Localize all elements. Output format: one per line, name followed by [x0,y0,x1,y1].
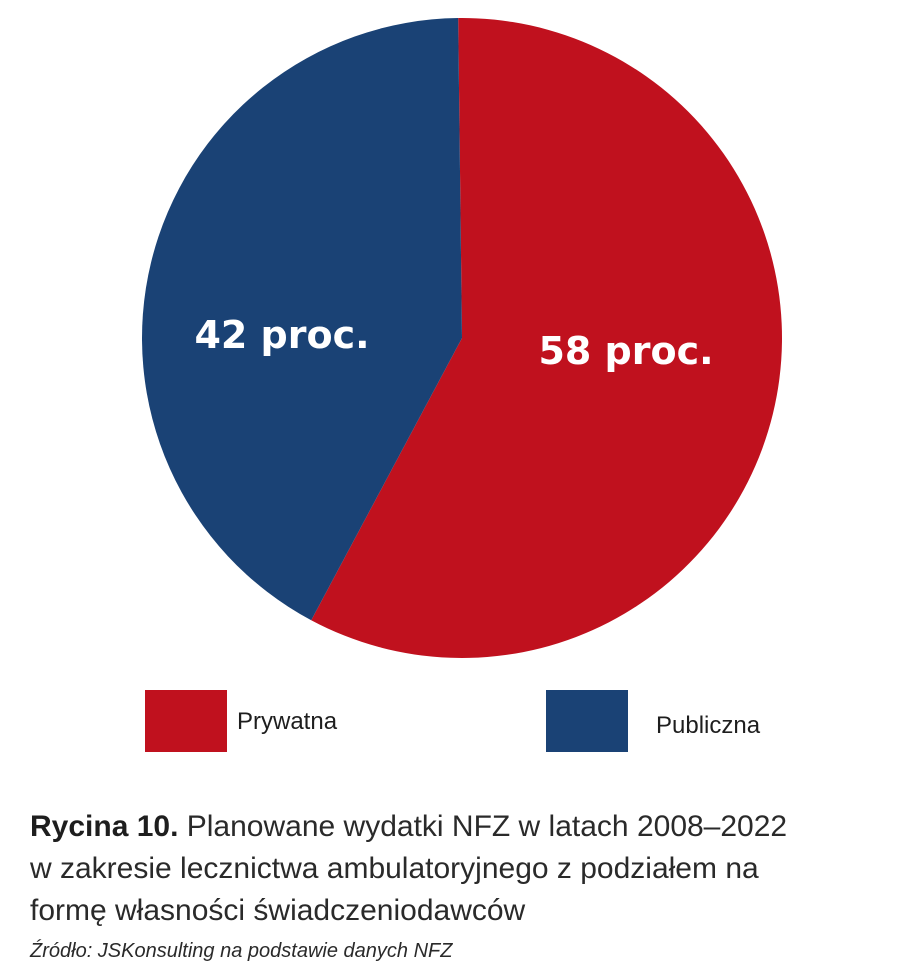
chart-legend: Prywatna Publiczna [0,690,900,752]
caption-line-3: formę własności świadczeniodawców [30,894,526,927]
slice-label-prywatna: 58 proc. [538,329,713,373]
caption-line-2: w zakresie lecznictwa ambulatoryjnego z … [30,852,759,885]
legend-label-publiczna: Publiczna [656,712,761,739]
caption-line-1: Rycina 10. Planowane wydatki NFZ w latac… [30,806,880,848]
caption-prefix: Rycina 10. [30,810,179,843]
legend-swatch-publiczna [546,690,628,752]
pie-slice-prywatna [311,18,782,658]
pie-slice-labels: 58 proc. 42 proc. [194,313,713,373]
legend-swatch-prywatna [145,690,227,752]
pie-slice-publiczna [141,18,462,621]
figure-caption: Rycina 10. Planowane wydatki NFZ w latac… [30,806,880,932]
caption-title-start: Planowane wydatki NFZ w latach 2008–2022 [178,810,788,843]
pie-slices [141,18,782,658]
slice-label-publiczna: 42 proc. [194,313,369,357]
legend-label-prywatna: Prywatna [237,708,338,735]
pie-chart: 58 proc. 42 proc. [141,18,782,658]
source-note: Źródło: JSKonsulting na podstawie danych… [30,940,453,962]
